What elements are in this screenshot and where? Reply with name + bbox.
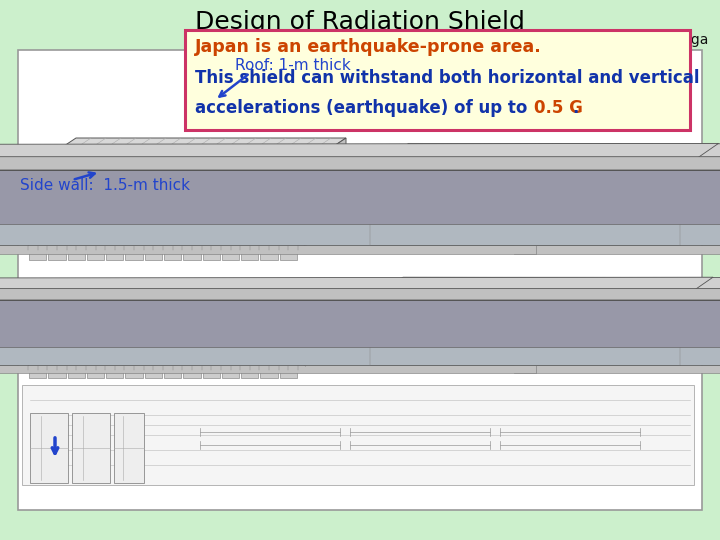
Bar xyxy=(261,370,278,378)
Bar xyxy=(30,413,68,483)
Polygon shape xyxy=(370,170,680,245)
Bar xyxy=(184,370,201,378)
Polygon shape xyxy=(28,138,346,170)
Bar xyxy=(202,370,220,378)
Polygon shape xyxy=(28,305,298,370)
Bar xyxy=(145,250,162,260)
Bar xyxy=(514,365,720,373)
Bar xyxy=(202,250,220,260)
Bar xyxy=(72,413,110,483)
Polygon shape xyxy=(370,144,720,170)
Text: This shield can withstand both horizontal and vertical: This shield can withstand both horizonta… xyxy=(195,69,700,87)
Bar xyxy=(29,370,46,378)
Bar xyxy=(87,370,104,378)
Polygon shape xyxy=(0,170,720,245)
Bar xyxy=(222,370,239,378)
Polygon shape xyxy=(0,288,720,347)
Bar xyxy=(29,250,46,260)
Bar xyxy=(164,370,181,378)
Polygon shape xyxy=(0,300,720,365)
Bar xyxy=(125,250,143,260)
Bar xyxy=(222,250,239,260)
Text: Japan is an earthquake-prone area.: Japan is an earthquake-prone area. xyxy=(195,38,541,56)
Bar xyxy=(68,370,85,378)
Polygon shape xyxy=(0,157,720,224)
Text: accelerations (earthquake) of up to: accelerations (earthquake) of up to xyxy=(195,99,533,117)
Bar xyxy=(184,250,201,260)
Text: Side wall:  1.5-m thick: Side wall: 1.5-m thick xyxy=(20,178,190,192)
Polygon shape xyxy=(28,279,337,305)
Bar xyxy=(22,385,694,485)
Text: .: . xyxy=(572,99,578,117)
Bar xyxy=(241,370,258,378)
Polygon shape xyxy=(298,138,346,250)
Polygon shape xyxy=(0,288,720,300)
Polygon shape xyxy=(0,277,713,300)
FancyBboxPatch shape xyxy=(185,30,690,130)
Bar xyxy=(0,245,536,254)
Bar xyxy=(164,250,181,260)
Text: Courtesy: K. Haga: Courtesy: K. Haga xyxy=(584,33,708,47)
Bar xyxy=(48,250,66,260)
Bar xyxy=(145,370,162,378)
Bar xyxy=(514,245,720,254)
Polygon shape xyxy=(680,277,713,365)
Polygon shape xyxy=(370,277,720,300)
Bar xyxy=(279,250,297,260)
Bar xyxy=(279,370,297,378)
Polygon shape xyxy=(28,170,298,250)
Polygon shape xyxy=(680,144,719,245)
Bar xyxy=(114,413,144,483)
Bar xyxy=(241,250,258,260)
Bar xyxy=(87,250,104,260)
Bar xyxy=(261,250,278,260)
Text: 0.5 G: 0.5 G xyxy=(534,99,583,117)
Text: Design of Radiation Shield: Design of Radiation Shield xyxy=(195,10,525,34)
Text: Roof: 1-m thick: Roof: 1-m thick xyxy=(235,57,351,72)
Bar xyxy=(68,250,85,260)
Bar xyxy=(106,250,123,260)
Bar xyxy=(0,365,536,373)
Bar xyxy=(48,370,66,378)
Bar xyxy=(106,370,123,378)
Polygon shape xyxy=(0,157,720,170)
FancyBboxPatch shape xyxy=(18,50,702,510)
Bar xyxy=(125,370,143,378)
Polygon shape xyxy=(0,144,719,170)
Polygon shape xyxy=(370,300,680,365)
Polygon shape xyxy=(298,279,337,370)
